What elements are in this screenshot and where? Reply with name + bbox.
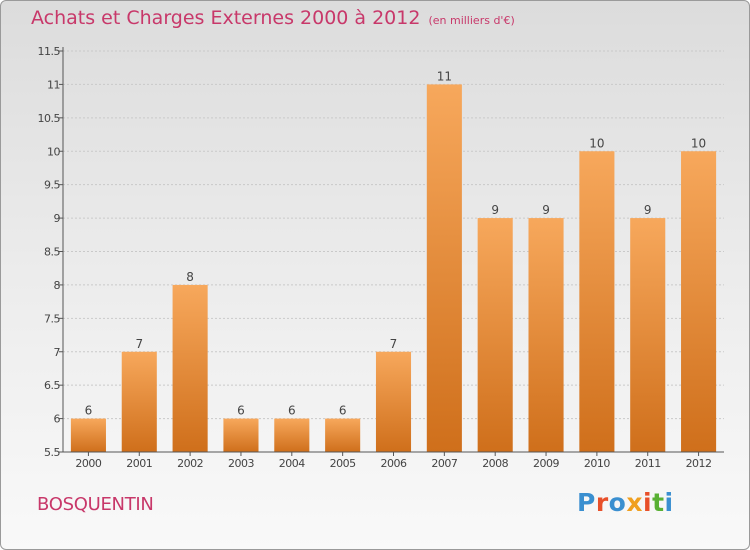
data-label: 9 <box>542 203 550 217</box>
x-tick-label: 2007 <box>431 457 457 470</box>
data-label: 7 <box>390 337 398 351</box>
y-tick-label: 8.5 <box>44 246 60 259</box>
bar <box>70 418 106 452</box>
chart-title-text: Achats et Charges Externes 2000 à 2012 <box>31 7 421 29</box>
data-label: 6 <box>339 404 347 418</box>
y-tick-label: 8 <box>54 279 61 292</box>
y-tick-label: 7 <box>54 346 61 359</box>
y-tick-label: 6 <box>54 413 61 426</box>
x-tick-label: 2010 <box>584 457 610 470</box>
logo-letter: t <box>652 488 665 517</box>
x-tick-label: 2011 <box>635 457 661 470</box>
data-label: 6 <box>237 404 245 418</box>
bar <box>477 218 513 452</box>
y-tick-label: 11 <box>47 78 60 91</box>
chart-title: Achats et Charges Externes 2000 à 2012 (e… <box>31 7 515 29</box>
logo-letter: x <box>626 488 643 517</box>
logo-letter: i <box>664 488 674 517</box>
logo-letter: r <box>595 488 609 517</box>
y-tick-label: 6.5 <box>44 379 60 392</box>
x-tick-label: 2012 <box>686 457 712 470</box>
bar <box>375 351 412 452</box>
x-tick-label: 2004 <box>279 457 305 470</box>
x-tick-label: 2006 <box>381 457 407 470</box>
y-tick-label: 11.5 <box>38 45 61 58</box>
bar <box>579 151 615 452</box>
data-label: 7 <box>135 337 143 351</box>
y-tick-label: 9 <box>54 212 61 225</box>
y-tick-label: 9.5 <box>44 179 60 192</box>
logo-letter: o <box>608 488 627 517</box>
bar <box>172 284 208 452</box>
bar <box>223 418 259 452</box>
bar <box>630 218 666 452</box>
y-tick-label: 10.5 <box>38 112 61 125</box>
x-tick-label: 2008 <box>482 457 508 470</box>
bar <box>426 84 462 453</box>
x-tick-label: 2009 <box>533 457 559 470</box>
data-label: 10 <box>589 136 604 150</box>
data-label: 9 <box>491 203 499 217</box>
bar <box>274 418 310 452</box>
bar <box>528 218 564 452</box>
x-tick-label: 2000 <box>75 457 101 470</box>
data-label: 6 <box>85 404 93 418</box>
chart-unit: (en milliers d'€) <box>428 14 515 27</box>
x-tick-label: 2003 <box>228 457 254 470</box>
bar <box>681 151 717 452</box>
y-tick-label: 5.5 <box>44 446 60 459</box>
logo-letter: P <box>577 488 596 517</box>
bar <box>121 351 157 452</box>
data-label: 10 <box>691 136 706 150</box>
y-tick-label: 10 <box>47 145 60 158</box>
logo-letter: i <box>643 488 653 517</box>
data-label: 6 <box>288 404 296 418</box>
commune-name: BOSQUENTIN <box>37 494 154 515</box>
proxiti-logo: Proxiti <box>577 488 674 517</box>
x-tick-label: 2001 <box>126 457 152 470</box>
data-label: 11 <box>437 69 452 83</box>
x-tick-label: 2002 <box>177 457 203 470</box>
data-label: 8 <box>186 270 194 284</box>
x-tick-label: 2005 <box>330 457 356 470</box>
y-tick-label: 7.5 <box>44 312 60 325</box>
data-label: 9 <box>644 203 652 217</box>
bar <box>325 418 361 452</box>
